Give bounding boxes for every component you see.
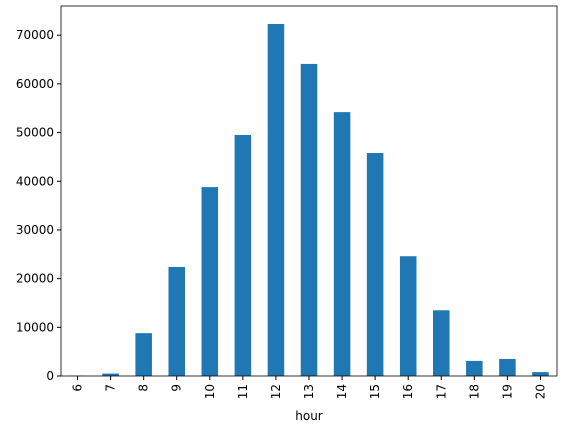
x-tick-label: 17 [434,384,448,399]
y-tick-label: 50000 [16,126,54,140]
x-tick-label: 16 [401,384,415,399]
axes-frame [60,5,558,377]
y-tick-label: 40000 [16,174,54,188]
x-tick-label: 20 [533,384,547,399]
bar [466,360,483,376]
x-tick-label: 15 [368,384,382,399]
bar [201,187,219,376]
x-tick-label: 9 [170,384,184,392]
x-tick-label: 6 [71,384,85,392]
y-tick-label: 30000 [16,223,54,237]
y-tick-label: 60000 [16,77,54,91]
bar [433,310,450,376]
bar [499,358,516,376]
y-tick-label: 10000 [16,320,54,334]
x-axis-label: hour [295,409,323,423]
x-tick-label: 8 [137,384,151,392]
bar [135,333,152,376]
y-tick-label: 0 [46,369,54,383]
bar [234,135,252,376]
bar [168,266,185,376]
bar [333,112,351,376]
y-tick-label: 70000 [16,28,54,42]
x-tick-label: 13 [302,384,316,399]
y-tick-label: 20000 [16,272,54,286]
bar [267,24,285,377]
x-tick-label: 14 [335,384,349,399]
x-tick-label: 18 [467,384,481,399]
bar [300,63,318,377]
bar [532,372,549,376]
bar [399,256,417,376]
bar [102,373,119,376]
x-tick-label: 10 [203,384,217,399]
x-tick-label: 12 [269,384,283,399]
x-tick-label: 19 [500,384,514,399]
x-tick-label: 7 [104,384,118,392]
bar [366,153,384,376]
x-tick-label: 11 [236,384,250,399]
